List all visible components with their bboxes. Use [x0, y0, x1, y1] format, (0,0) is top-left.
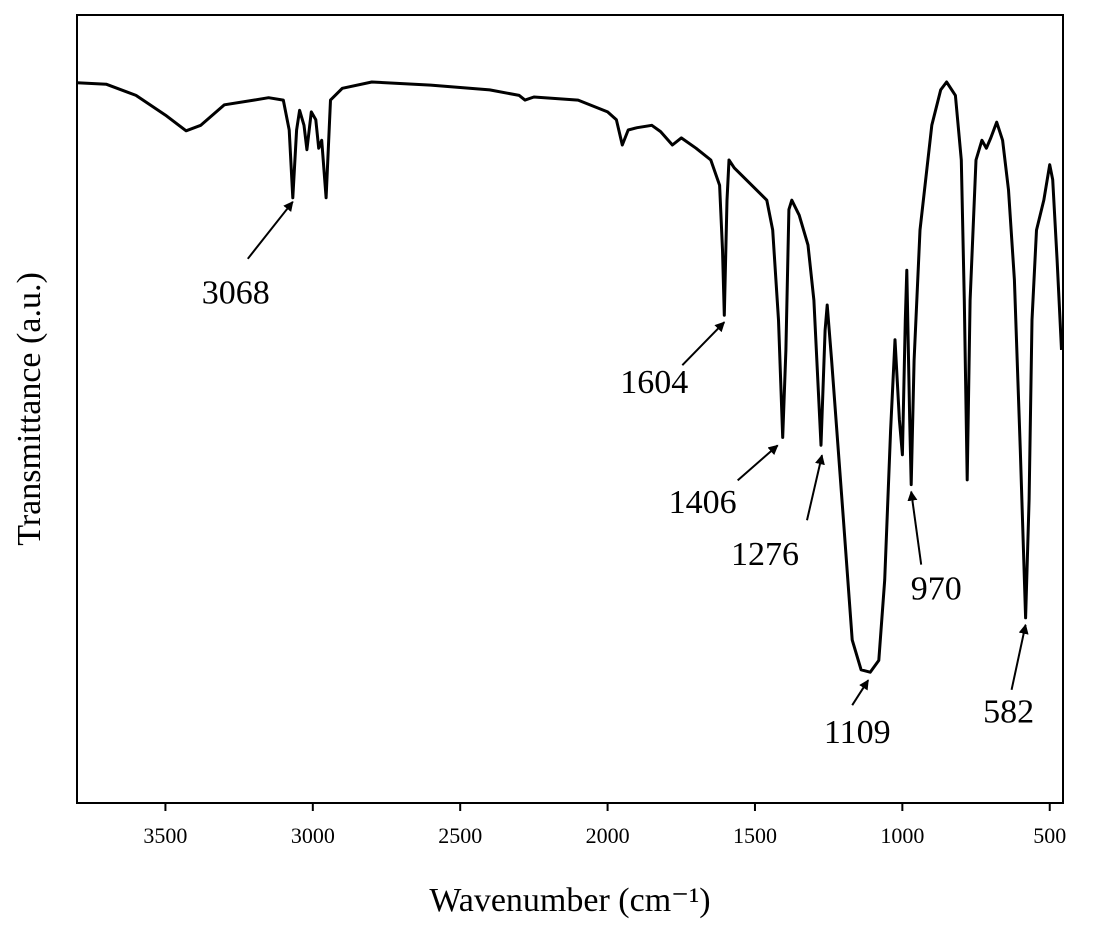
peak-arrow: [246, 201, 294, 260]
x-tick-label: 3000: [291, 823, 335, 848]
x-tick-label: 1000: [880, 823, 924, 848]
peak-arrow: [681, 321, 726, 366]
peak-arrow: [1010, 623, 1029, 691]
x-tick-label: 500: [1033, 823, 1066, 848]
y-axis-label: Transmittance (a.u.): [11, 272, 48, 546]
peak-label: 1276: [731, 536, 799, 573]
peak-arrow: [907, 490, 923, 565]
peak-arrow: [851, 679, 870, 706]
peak-label: 1109: [824, 714, 891, 751]
peak-label: 582: [983, 694, 1034, 731]
x-tick-label: 3500: [143, 823, 187, 848]
x-tick-label: 2500: [438, 823, 482, 848]
peak-label: 1604: [620, 364, 688, 401]
peak-label: 3068: [202, 275, 270, 312]
x-tick-label: 1500: [733, 823, 777, 848]
peak-arrow: [806, 454, 825, 521]
spectrum-line: [76, 80, 1063, 674]
plot-frame: [76, 14, 1064, 804]
peak-label: 970: [911, 570, 962, 607]
peak-arrow: [737, 444, 779, 482]
peak-label: 1406: [669, 484, 737, 521]
x-axis-label: Wavenumber (cm⁻¹): [429, 882, 710, 919]
x-tick-label: 2000: [586, 823, 630, 848]
